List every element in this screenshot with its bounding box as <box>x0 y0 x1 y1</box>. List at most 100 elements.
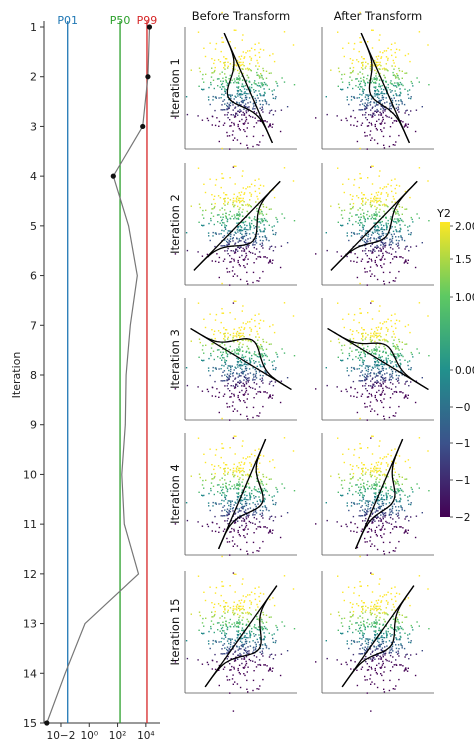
scatter-point <box>381 503 383 505</box>
scatter-point <box>233 522 236 524</box>
scatter-point <box>268 478 271 480</box>
scatter-point <box>229 419 231 421</box>
scatter-point <box>378 350 381 352</box>
scatter-point <box>221 630 224 632</box>
scatter-point <box>236 222 238 224</box>
scatter-point <box>271 532 273 534</box>
scatter-point <box>231 678 234 680</box>
scatter-point <box>249 205 252 207</box>
scatter-point <box>245 486 247 488</box>
scatter-point <box>365 504 368 507</box>
scatter-point <box>233 476 235 478</box>
scatter-point <box>384 212 386 215</box>
scatter-point <box>256 480 258 482</box>
scatter-point <box>367 235 369 238</box>
scatter-point <box>377 326 380 328</box>
scatter-point <box>396 222 398 224</box>
scatter-point <box>231 623 233 625</box>
scatter-point <box>220 245 222 247</box>
scatter-point <box>198 491 200 493</box>
scatter-point <box>377 246 379 248</box>
scatter-point <box>245 504 248 507</box>
scatter-point <box>355 221 357 223</box>
scatter-point <box>367 74 369 77</box>
scatter-point <box>395 412 397 414</box>
scatter-point <box>412 629 414 631</box>
scatter-point <box>247 620 250 623</box>
scatter-point <box>376 382 378 384</box>
scatter-point <box>256 230 258 233</box>
scatter-point <box>383 321 386 323</box>
scatter-point <box>254 108 256 110</box>
scatter-point <box>387 489 389 492</box>
scatter-point <box>203 591 205 593</box>
scatter-point <box>363 240 366 243</box>
scatter-point <box>232 401 234 403</box>
scatter-point <box>235 384 237 387</box>
scatter-point <box>411 353 413 356</box>
scatter-point <box>255 656 258 658</box>
scatter-point <box>353 502 355 504</box>
scatter-point <box>229 365 232 367</box>
scatter-point <box>247 666 249 668</box>
scatter-point <box>362 467 364 470</box>
scatter-point <box>364 512 366 514</box>
scatter-point <box>224 363 227 365</box>
scatter-point <box>245 228 247 231</box>
scatter-point <box>379 34 381 36</box>
scatter-point <box>269 54 271 57</box>
scatter-point <box>226 537 228 540</box>
scatter-point <box>399 638 401 641</box>
scatter-point <box>228 103 230 106</box>
scatter-point <box>351 62 353 65</box>
scatter-point <box>283 31 286 33</box>
scatter-point <box>348 103 350 106</box>
scatter-point <box>249 251 252 254</box>
scatter-point <box>389 381 392 384</box>
scatter-point <box>367 81 369 84</box>
scatter-point <box>224 73 226 75</box>
scatter-point <box>267 262 270 264</box>
scatter-point <box>394 550 396 552</box>
scatter-point <box>416 621 418 623</box>
scatter-point <box>229 94 232 96</box>
scatter-point <box>265 614 268 616</box>
scatter-point <box>257 606 259 608</box>
scatter-point <box>234 251 237 254</box>
scatter-point <box>388 367 391 369</box>
scatter-point <box>261 346 263 348</box>
scatter-point <box>226 267 228 270</box>
scatter-point <box>375 75 377 77</box>
scatter-point <box>229 41 231 43</box>
scatter-point <box>374 340 376 343</box>
scatter-point <box>374 105 376 107</box>
scatter-point <box>224 647 226 649</box>
scatter-point <box>373 545 376 547</box>
scatter-point <box>399 632 401 634</box>
scatter-point <box>249 487 251 489</box>
scatter-point <box>385 114 387 117</box>
scatter-point <box>245 518 248 520</box>
scatter-point <box>364 508 366 510</box>
scatter-point <box>212 485 215 487</box>
scatter-point <box>392 144 394 146</box>
scatter-point <box>240 499 242 501</box>
scatter-point <box>345 117 347 120</box>
scatter-point <box>239 230 241 232</box>
scatter-point <box>239 214 241 216</box>
scatter-point <box>240 605 242 608</box>
scatter-point <box>256 144 258 146</box>
scatter-point <box>409 466 411 469</box>
scatter-point <box>233 666 235 669</box>
scatter-point <box>374 78 377 81</box>
scatter-point <box>269 667 271 669</box>
scatter-point <box>372 113 374 116</box>
scatter-point <box>237 259 239 262</box>
scatter-point <box>247 508 249 510</box>
scatter-point <box>214 109 216 112</box>
scatter-point <box>242 235 244 238</box>
scatter-point <box>237 261 239 264</box>
scatter-point <box>386 228 388 231</box>
scatter-point <box>214 472 216 475</box>
scatter-point <box>358 186 360 189</box>
